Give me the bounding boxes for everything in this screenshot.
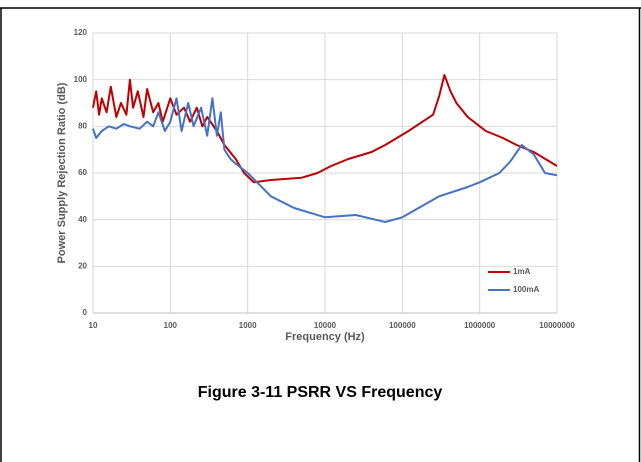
y-tick-label: 60 bbox=[78, 168, 87, 177]
y-tick-label: 80 bbox=[78, 121, 87, 130]
legend-label: 100mA bbox=[513, 285, 539, 294]
x-tick-label: 10 bbox=[89, 321, 98, 330]
x-tick-label: 100 bbox=[164, 321, 178, 330]
y-tick-label: 40 bbox=[78, 215, 87, 224]
y-tick-label: 120 bbox=[74, 28, 88, 37]
y-tick-label: 20 bbox=[78, 261, 87, 270]
figure-caption: Figure 3-11 PSRR VS Frequency bbox=[198, 384, 443, 401]
y-tick-label: 0 bbox=[83, 308, 88, 317]
y-axis-label: Power Supply Rejection Ratio (dB) bbox=[56, 82, 68, 263]
series-line bbox=[92, 97, 558, 223]
x-tick-label: 10000000 bbox=[539, 321, 575, 330]
y-tick-label: 100 bbox=[74, 75, 88, 84]
x-tick-label: 1000 bbox=[239, 321, 257, 330]
x-tick-label: 100000 bbox=[389, 321, 416, 330]
x-axis-label: Frequency (Hz) bbox=[285, 331, 365, 343]
x-tick-label: 10000 bbox=[314, 321, 337, 330]
legend-label: 1mA bbox=[513, 267, 531, 276]
x-tick-label: 1000000 bbox=[464, 321, 496, 330]
